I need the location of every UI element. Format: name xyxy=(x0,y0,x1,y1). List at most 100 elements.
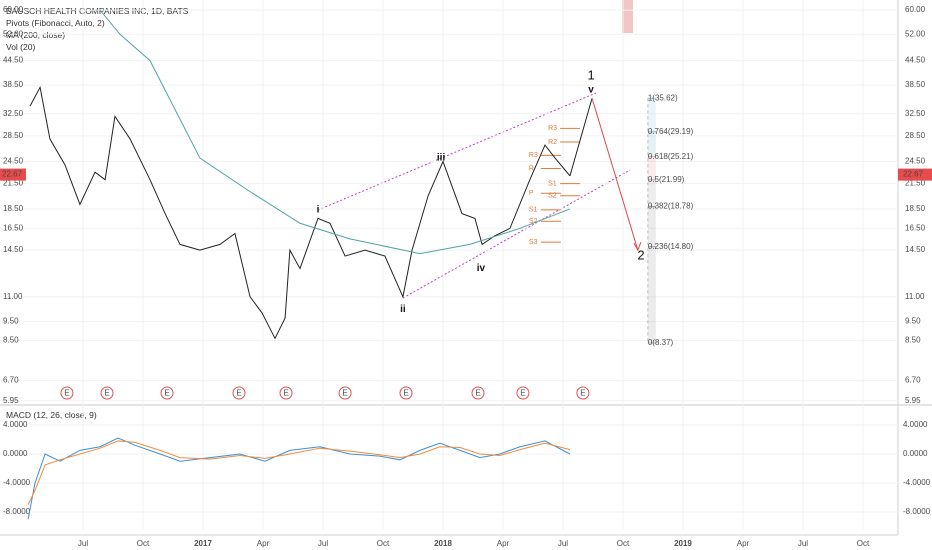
fib-zone xyxy=(647,246,656,344)
y-tick-label: 8.50 xyxy=(905,336,921,345)
fib-label: 1(35.62) xyxy=(648,93,678,102)
earnings-marker xyxy=(516,386,530,400)
price-tag-label: 22.67 xyxy=(903,170,924,179)
y-tick-label: 28.50 xyxy=(905,131,926,140)
y-tick-label: 38.50 xyxy=(3,80,24,89)
earnings-label: E xyxy=(283,389,288,398)
x-tick-label: Oct xyxy=(137,539,150,548)
fib-zone xyxy=(647,206,656,247)
wave-label: 2 xyxy=(637,248,644,263)
y-tick-label: 18.50 xyxy=(905,204,926,213)
y-tick-label: 24.50 xyxy=(3,157,24,166)
indicator-label: MA (200, close) xyxy=(6,30,65,40)
macd-line xyxy=(27,440,571,505)
pivot-label: R xyxy=(529,165,534,172)
x-tick-label: Jul xyxy=(78,539,88,548)
earnings-label: E xyxy=(236,389,241,398)
earnings-label: E xyxy=(580,389,585,398)
earnings-marker xyxy=(576,386,590,400)
indicator-label: Pivots (Fibonacci, Auto, 2) xyxy=(6,18,105,28)
y-tick-label: 24.50 xyxy=(905,157,926,166)
y-tick-label: 52.00 xyxy=(3,29,24,38)
x-tick-label: Apr xyxy=(497,539,510,548)
fib-zone xyxy=(647,156,656,180)
earnings-marker xyxy=(232,386,246,400)
x-tick-label: Oct xyxy=(377,539,390,548)
arrow-head xyxy=(633,241,642,252)
y-tick-label: 32.50 xyxy=(3,109,24,118)
earnings-marker xyxy=(471,386,485,400)
earnings-marker xyxy=(338,386,352,400)
y-tick-label: 16.50 xyxy=(3,223,24,232)
y-tick-label: 44.50 xyxy=(905,56,926,65)
y-tick-label: 16.50 xyxy=(905,223,926,232)
y-tick-label: 8.50 xyxy=(3,336,19,345)
fib-label: 0.5(21.99) xyxy=(648,175,685,184)
y-tick-label: -4.0000 xyxy=(3,478,31,487)
earnings-label: E xyxy=(342,389,347,398)
earnings-label: E xyxy=(104,389,109,398)
pivot-label: R3 xyxy=(548,125,557,132)
x-tick-label: Jul xyxy=(558,539,568,548)
earnings-marker xyxy=(399,386,413,400)
pivot-label: P xyxy=(529,190,534,197)
y-tick-label: 6.70 xyxy=(3,376,19,385)
pivot-label: R3 xyxy=(529,152,538,159)
y-tick-label: -4.0000 xyxy=(903,478,931,487)
pivot-label: S1 xyxy=(548,180,557,187)
y-tick-label: 32.50 xyxy=(905,109,926,118)
y-tick-label: 60.00 xyxy=(905,5,926,14)
target-path xyxy=(591,98,639,251)
y-tick-label: 14.50 xyxy=(3,245,24,254)
pivot-label: R2 xyxy=(548,139,557,146)
y-tick-label: 52.00 xyxy=(905,29,926,38)
earnings-label: E xyxy=(164,389,169,398)
highlight-box xyxy=(622,0,633,33)
indicator-label: Vol (20) xyxy=(6,42,35,52)
wave-label: v xyxy=(588,85,594,96)
x-tick-label: 2018 xyxy=(434,539,452,548)
y-tick-label: 11.00 xyxy=(3,292,23,301)
fib-label: 0(8.37) xyxy=(648,338,674,347)
y-tick-label: 4.0000 xyxy=(3,420,28,429)
price-tag xyxy=(898,168,932,181)
y-tick-label: -8.0000 xyxy=(903,507,931,516)
price-line xyxy=(99,9,571,255)
fib-zone xyxy=(647,98,656,132)
earnings-label: E xyxy=(475,389,480,398)
fib-label: 0.764(29.19) xyxy=(648,127,694,136)
wave-label: i xyxy=(317,205,320,216)
price-tag xyxy=(0,168,26,181)
price-line xyxy=(29,85,571,340)
y-tick-label: 21.50 xyxy=(905,179,926,188)
y-tick-label: 0.0000 xyxy=(3,449,28,458)
y-tick-label: 5.95 xyxy=(905,396,921,405)
x-tick-label: Oct xyxy=(857,539,870,548)
chart-title: BAUSCH HEALTH COMPANIES INC, 1D, BATS xyxy=(6,6,189,16)
wave-label: iv xyxy=(477,263,486,274)
fib-zone xyxy=(647,131,656,157)
x-tick-label: Oct xyxy=(617,539,630,548)
y-tick-label: 9.50 xyxy=(3,317,19,326)
x-tick-label: Jul xyxy=(318,539,328,548)
earnings-label: E xyxy=(403,389,408,398)
y-tick-label: 14.50 xyxy=(905,245,926,254)
fib-label: 0.618(25.21) xyxy=(648,152,694,161)
wave-label: ii xyxy=(400,304,406,315)
price-tag-label: 22.67 xyxy=(2,170,23,179)
y-tick-label: 38.50 xyxy=(905,80,926,89)
y-tick-label: 0.0000 xyxy=(903,449,928,458)
fib-zone xyxy=(647,179,656,207)
fib-label: 0.236(14.80) xyxy=(648,242,694,251)
x-tick-label: Apr xyxy=(737,539,750,548)
y-tick-label: 6.70 xyxy=(905,376,921,385)
y-tick-label: 18.50 xyxy=(3,204,24,213)
pivot-label: S3 xyxy=(529,239,538,246)
wave-path xyxy=(569,98,593,177)
y-tick-label: 60.00 xyxy=(3,5,24,14)
pivot-label: S2 xyxy=(529,218,538,225)
x-tick-label: Jul xyxy=(798,539,808,548)
fib-label: 0.382(18.78) xyxy=(648,202,694,211)
